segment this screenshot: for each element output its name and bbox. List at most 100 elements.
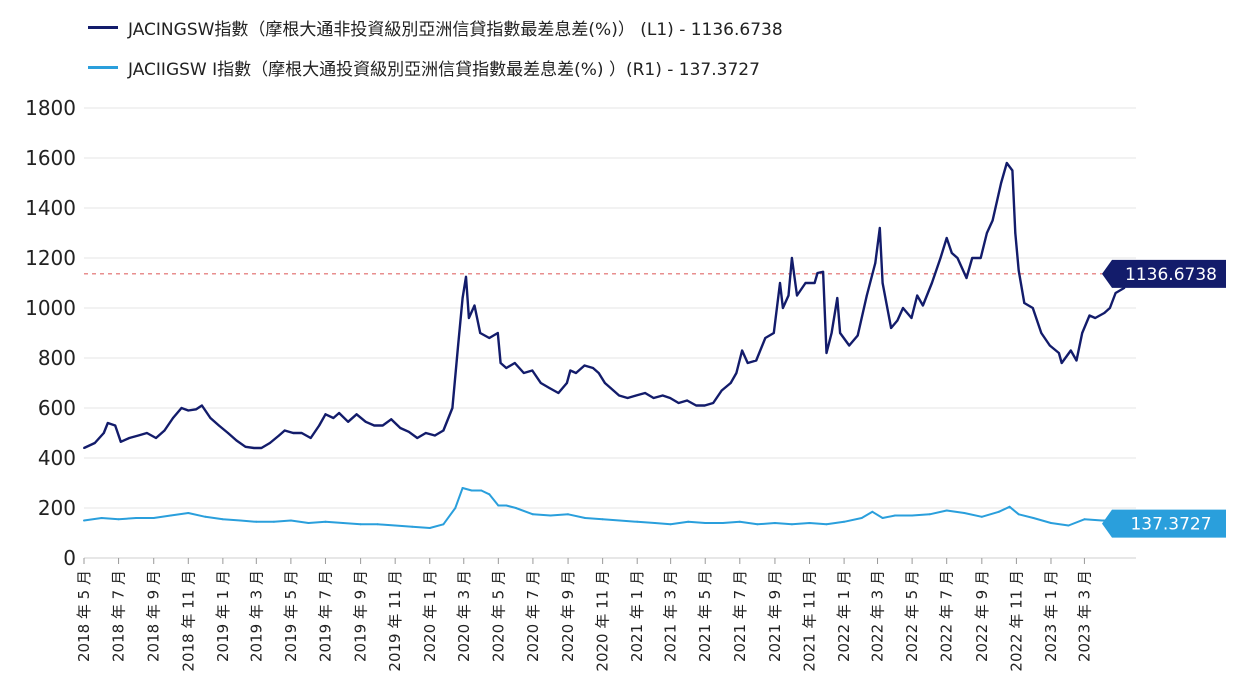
series1-point xyxy=(950,252,953,254)
series1-point xyxy=(465,275,467,278)
series1-point xyxy=(902,307,904,309)
series2-point xyxy=(204,515,207,518)
series2-point xyxy=(843,520,846,523)
series1-point xyxy=(488,337,491,339)
series1-point xyxy=(1081,332,1084,334)
series1-point xyxy=(324,413,327,416)
series1-point xyxy=(644,392,647,394)
series1-point xyxy=(155,437,157,439)
series2-point xyxy=(514,507,517,509)
series1-point xyxy=(703,404,706,407)
series2-point xyxy=(221,518,224,521)
x-tick-label: 2021 年 5 月 xyxy=(696,570,714,662)
series1-point xyxy=(172,417,174,419)
series1-point xyxy=(1094,317,1097,319)
series1-point xyxy=(1048,344,1051,347)
x-tick-label: 2021 年 11 月 xyxy=(801,570,819,672)
x-tick-label: 2020 年 9 月 xyxy=(559,570,577,662)
series1-point xyxy=(557,392,560,394)
series2-point xyxy=(505,504,508,507)
legend-swatch-series1 xyxy=(88,25,118,29)
series-line-2 xyxy=(83,487,1128,529)
series1-point xyxy=(603,382,606,384)
series2-point xyxy=(704,522,707,524)
series1-point xyxy=(451,407,454,409)
series1-point xyxy=(874,262,877,264)
series1-point xyxy=(505,367,508,369)
chart-legend: JACINGSW指數（摩根大通非投資級別亞洲信貸指數最差息差(%)） (L1) … xyxy=(88,12,783,92)
series1-point xyxy=(548,387,551,389)
x-tick-label: 2022 年 5 月 xyxy=(903,570,921,662)
series1-point xyxy=(300,432,303,434)
series1-point xyxy=(381,424,384,427)
series1-point xyxy=(921,304,924,307)
series1-point xyxy=(513,362,516,364)
series1-point xyxy=(235,439,238,442)
series2-point xyxy=(428,527,431,529)
series2-point xyxy=(1032,517,1035,519)
series1-point xyxy=(804,282,807,284)
series1-point xyxy=(816,272,819,274)
series1-point xyxy=(1040,332,1043,334)
series1-point xyxy=(695,404,698,407)
series2-point xyxy=(272,520,275,523)
series-line-1 xyxy=(83,161,1129,450)
series1-point xyxy=(1014,232,1017,234)
series1-point xyxy=(825,352,828,354)
series1-point xyxy=(881,282,884,284)
series1-point xyxy=(106,422,109,424)
series1-point xyxy=(720,389,723,392)
series1-point xyxy=(916,294,919,297)
series2-point xyxy=(618,519,621,522)
series1-point xyxy=(686,399,689,402)
series2-point xyxy=(825,523,828,526)
series1-point xyxy=(979,257,982,259)
x-tick-label: 2023 年 3 月 xyxy=(1075,570,1093,662)
series1-point xyxy=(597,372,600,374)
series1-point xyxy=(729,382,732,384)
series1-point xyxy=(531,369,534,372)
series2-point xyxy=(307,522,310,524)
series2-point xyxy=(187,512,190,514)
x-tick-label: 2020 年 7 月 xyxy=(524,570,542,662)
grid-lines xyxy=(84,107,1136,559)
series1-point xyxy=(373,424,376,427)
series2-point xyxy=(567,513,570,516)
series2-point xyxy=(584,517,587,519)
series2-point xyxy=(881,517,884,519)
series1-point xyxy=(244,445,247,448)
series1-point xyxy=(896,319,899,322)
series1-point xyxy=(399,427,402,429)
series2-point xyxy=(169,514,172,517)
series2-point xyxy=(454,507,457,509)
series2-point xyxy=(1008,505,1011,508)
x-tick-label: 2018 年 9 月 xyxy=(145,570,163,662)
series1-point xyxy=(1075,359,1078,362)
series1-point xyxy=(522,372,525,374)
series1-point xyxy=(1069,349,1072,352)
series1-point xyxy=(839,332,842,334)
series1-point xyxy=(461,297,464,299)
series1-point xyxy=(1031,307,1034,309)
x-tick-label: 2020 年 5 月 xyxy=(489,570,507,662)
x-tick-label: 2021 年 7 月 xyxy=(731,570,749,662)
series2-point xyxy=(135,517,138,519)
x-tick-label: 2021 年 1 月 xyxy=(628,570,646,662)
series1-point xyxy=(945,237,948,239)
y-tick-label: 800 xyxy=(38,346,76,370)
series2-point xyxy=(239,519,242,522)
series1-point xyxy=(442,429,445,432)
series2-point xyxy=(928,513,931,516)
y-tick-label: 1200 xyxy=(25,246,76,270)
series1-point xyxy=(479,332,482,334)
last-value-label-1: 1136.6738 xyxy=(1125,265,1217,285)
series1-point xyxy=(856,334,859,337)
legend-item-series2: JACIIGSW I指數（摩根大通投資級別亞洲信貸指數最差息差(%) ）(R1)… xyxy=(88,52,783,82)
series1-point xyxy=(755,359,758,362)
series2-point xyxy=(963,512,966,514)
series1-point xyxy=(796,294,798,297)
series2-point xyxy=(773,522,776,524)
series2-point xyxy=(117,518,120,521)
series1-point xyxy=(318,424,321,427)
